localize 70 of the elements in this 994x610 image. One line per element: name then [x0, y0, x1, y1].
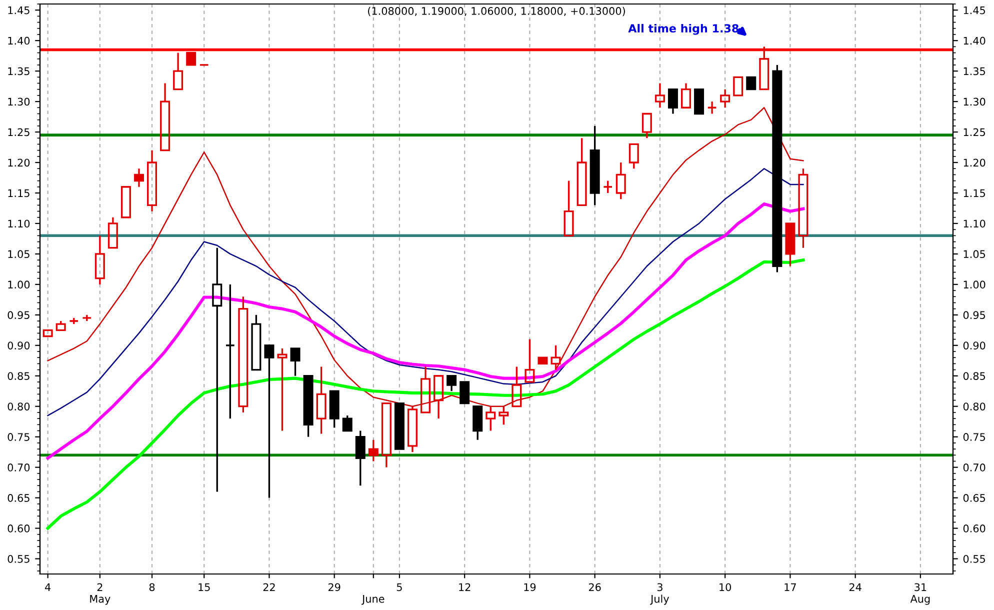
candlestick — [147, 149, 158, 212]
line-series — [47, 107, 804, 407]
y2-tick-label: 1.45 — [964, 6, 986, 14]
y2-tick-label: 0.85 — [963, 372, 986, 380]
y-tick-label: 1.00 — [8, 280, 30, 289]
x-tick-label: 2 May — [90, 583, 110, 605]
y-tick-label: 1.15 — [8, 189, 30, 198]
candlestick — [316, 366, 326, 435]
y2-tick-label: 1.10 — [964, 220, 986, 228]
x-tick-label: 29 — [328, 583, 340, 592]
y-tick-label: 1.45 — [8, 6, 30, 14]
x-tick-label: 22 — [263, 583, 275, 591]
y2-tick-label: 0.70 — [963, 464, 986, 472]
y2-tick-label: 0.90 — [963, 342, 986, 350]
x-tick-label: 15 — [198, 583, 210, 592]
y2-tick-label: 1.30 — [964, 98, 986, 106]
y-tick-label: 0.55 — [8, 554, 30, 563]
line-series — [46, 258, 805, 530]
x-tick-label: 5 — [396, 583, 402, 592]
x-tick-label: 19 — [524, 583, 536, 592]
y-tick-label: 1.20 — [8, 158, 30, 167]
y-tick-label: 1.05 — [8, 250, 30, 258]
y-tick-label: 1.35 — [8, 67, 30, 76]
x-tick-label: 17 — [784, 583, 796, 591]
annotation: All time high 1.38 — [628, 24, 738, 35]
candlestick — [225, 284, 236, 420]
y-tick-label: 1.25 — [8, 128, 30, 136]
y2-tick-label: 0.75 — [963, 433, 986, 441]
x-tick-label: 8 — [149, 583, 155, 592]
y-tick-label: 0.85 — [8, 372, 30, 380]
y-tick-label: 0.90 — [8, 342, 30, 350]
candlestick — [654, 82, 665, 108]
line-series — [46, 202, 805, 460]
y2-tick-label: 1.35 — [964, 67, 986, 76]
x-tick-label: 3 July — [650, 583, 670, 605]
candlestick — [707, 100, 718, 115]
line-series — [47, 168, 804, 416]
y-tick-label: 1.10 — [8, 220, 30, 228]
x-tick-label: 10 — [720, 583, 732, 592]
x-tick-label: 4 — [45, 583, 51, 591]
y-tick-label: 0.75 — [8, 433, 30, 441]
y2-tick-label: 1.20 — [964, 158, 986, 167]
y-tick-label: 0.70 — [8, 464, 30, 472]
y2-tick-label: 0.95 — [963, 311, 986, 320]
y2-tick-label: 1.25 — [964, 128, 986, 136]
x-tick-label: 24 — [849, 583, 862, 591]
x-tick-label: June — [362, 595, 384, 605]
x-tick-label: 26 — [588, 583, 601, 592]
candlestick — [368, 439, 378, 462]
y-tick-label: 0.60 — [8, 524, 30, 532]
y2-tick-label: 1.05 — [964, 250, 986, 258]
y2-tick-label: 0.80 — [963, 402, 986, 410]
x-tick-label: 12 — [459, 583, 470, 591]
y-tick-label: 0.95 — [8, 311, 30, 320]
x-tick-label: 31 Aug — [910, 583, 930, 605]
candlestick — [212, 247, 222, 493]
y2-tick-label: 0.60 — [963, 524, 986, 532]
y2-tick-label: 1.00 — [964, 280, 986, 289]
chart-title: (1.08000, 1.19000, 1.06000, 1.18000, +0.13000) — [368, 6, 625, 16]
y-tick-label: 1.40 — [8, 36, 30, 45]
y-tick-label: 0.65 — [8, 494, 30, 502]
y2-tick-label: 1.40 — [964, 36, 986, 45]
candlestick — [134, 168, 144, 188]
candlestick — [720, 88, 730, 108]
y-tick-label: 1.30 — [8, 98, 30, 106]
y-tick-label: 0.80 — [8, 402, 30, 410]
candlestick — [590, 125, 600, 206]
y2-tick-label: 0.55 — [963, 554, 986, 563]
y2-tick-label: 0.65 — [963, 494, 986, 502]
y2-tick-label: 1.15 — [964, 189, 986, 198]
